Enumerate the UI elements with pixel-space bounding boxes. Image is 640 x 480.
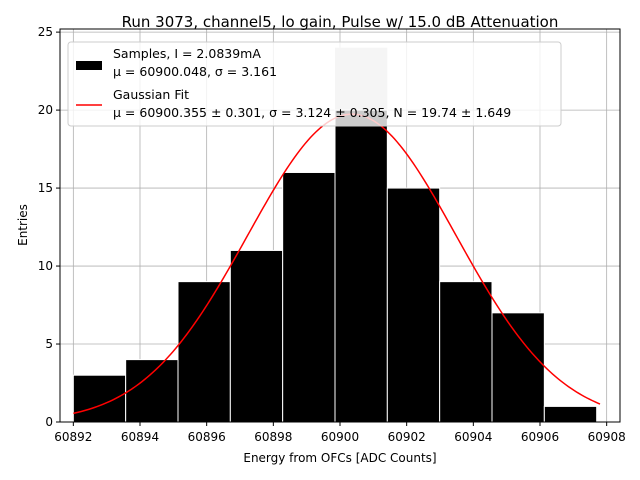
y-axis-label: Entries <box>16 204 30 246</box>
legend-samples-line2: μ = 60900.048, σ = 3.161 <box>113 64 277 79</box>
histogram-bar <box>439 281 493 423</box>
y-tick-label: 20 <box>38 103 53 117</box>
legend: Samples, I = 2.0839mA μ = 60900.048, σ =… <box>67 41 562 127</box>
histogram-bar <box>282 171 336 423</box>
y-axis-ticks: 0 5 10 15 20 25 <box>38 25 60 429</box>
x-tick-label: 60906 <box>521 430 559 444</box>
x-tick-label: 60902 <box>388 430 426 444</box>
bars <box>72 47 598 423</box>
y-tick-label: 15 <box>38 181 53 195</box>
x-tick-label: 60904 <box>454 430 492 444</box>
x-tick-label: 60900 <box>321 430 359 444</box>
histogram-bar <box>229 249 284 423</box>
y-tick-label: 10 <box>38 259 53 273</box>
x-tick-label: 60892 <box>54 430 92 444</box>
histogram-bar <box>386 187 441 423</box>
x-tick-label: 60894 <box>121 430 159 444</box>
y-tick-label: 5 <box>45 337 53 351</box>
legend-box <box>67 41 562 127</box>
x-tick-label: 60896 <box>188 430 226 444</box>
histogram-bar <box>125 359 179 423</box>
legend-samples-swatch <box>76 61 102 70</box>
x-axis-label: Energy from OFCs [ADC Counts] <box>243 451 436 465</box>
legend-samples-line1: Samples, I = 2.0839mA <box>113 46 261 61</box>
histogram-bar <box>177 281 231 423</box>
legend-fit-line1: Gaussian Fit <box>113 87 189 102</box>
histogram-bar <box>491 312 545 423</box>
chart-title: Run 3073, channel5, lo gain, Pulse w/ 15… <box>122 13 559 31</box>
x-axis-ticks: 60892 60894 60896 60898 60900 60902 60904 60906… <box>54 422 626 444</box>
x-tick-label: 60908 <box>588 430 626 444</box>
histogram-bar <box>334 109 388 423</box>
histogram-bar <box>543 405 598 423</box>
y-tick-label: 25 <box>38 25 53 39</box>
legend-fit-line2: μ = 60900.355 ± 0.301, σ = 3.124 ± 0.305… <box>113 105 511 120</box>
histogram-bar <box>72 374 127 423</box>
y-tick-label: 0 <box>45 415 53 429</box>
x-tick-label: 60898 <box>254 430 292 444</box>
